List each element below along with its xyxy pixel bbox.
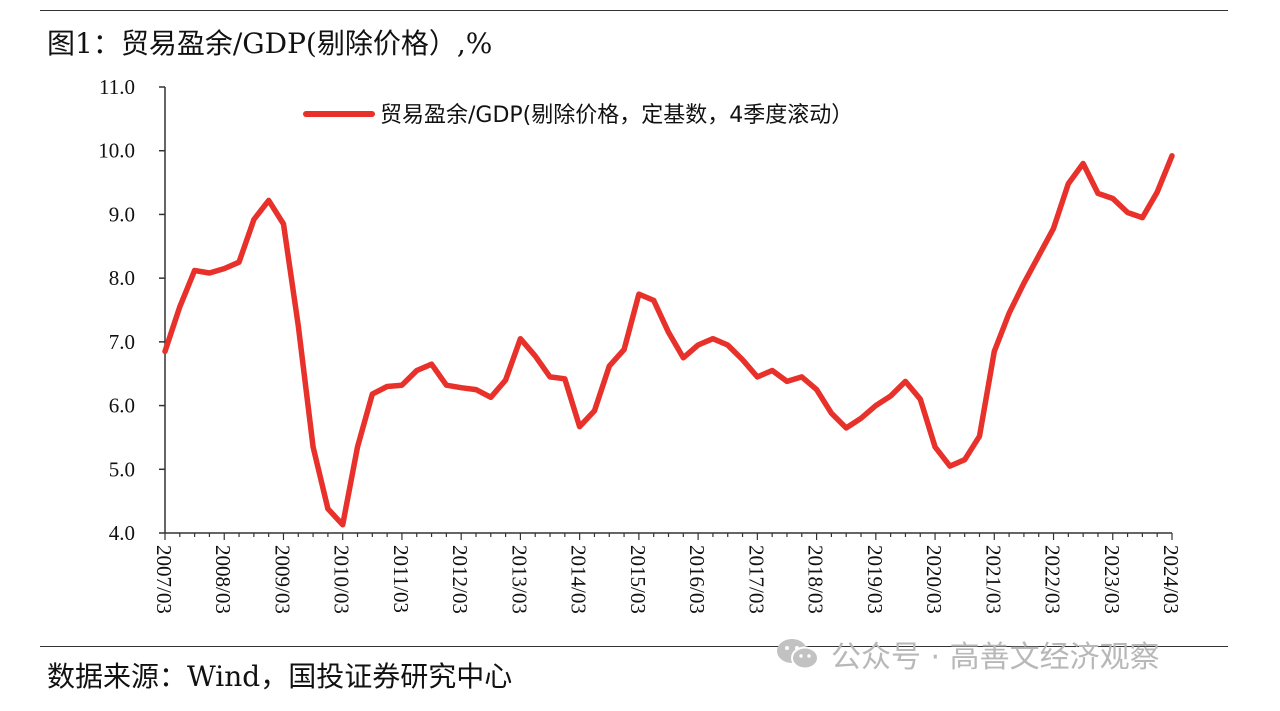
y-tick-label: 4.0	[109, 521, 135, 545]
x-tick-label: 2008/03	[211, 545, 235, 614]
x-tick-label: 2007/03	[152, 545, 176, 614]
x-axis: 2007/03 2008/03 2009/03 2010/03 2011/03 2012/…	[152, 532, 1183, 614]
x-tick-label: 2012/03	[448, 545, 472, 614]
wechat-icon	[777, 639, 819, 670]
x-tick-label: 2017/03	[744, 545, 768, 614]
bottom-rule	[40, 646, 1228, 647]
y-tick-label: 10.0	[98, 139, 135, 163]
x-tick-label: 2022/03	[1041, 545, 1065, 614]
x-tick-label: 2016/03	[685, 545, 709, 614]
y-tick-label: 5.0	[109, 457, 135, 481]
x-tick-label: 2020/03	[922, 545, 946, 614]
watermark-text: 公众号 · 高善文经济观察	[831, 640, 1160, 675]
x-tick-label: 2009/03	[270, 545, 294, 614]
page-title: 图1：贸易盈余/GDP(剔除价格）,%	[47, 27, 493, 60]
x-tick-label: 2024/03	[1159, 545, 1183, 614]
y-tick-label: 6.0	[109, 394, 135, 418]
x-tick-label: 2011/03	[389, 545, 413, 613]
x-tick-label: 2023/03	[1100, 545, 1124, 614]
series-group	[162, 153, 1175, 528]
y-tick-label: 9.0	[109, 202, 135, 226]
x-tick-label: 2010/03	[330, 545, 354, 614]
watermark: 公众号 · 高善文经济观察	[775, 632, 1160, 676]
y-tick-label: 7.0	[109, 330, 135, 354]
top-rule	[40, 10, 1228, 11]
footer-source: 数据来源：Wind，国投证券研究中心	[47, 660, 513, 693]
x-tick-label: 2013/03	[507, 545, 531, 614]
legend: 贸易盈余/GDP(剔除价格，定基数，4季度滚动）	[303, 103, 853, 128]
legend-label: 贸易盈余/GDP(剔除价格，定基数，4季度滚动）	[380, 103, 853, 128]
y-tick-label: 11.0	[99, 75, 135, 99]
series-line	[162, 153, 1175, 528]
x-tick-label: 2015/03	[626, 545, 650, 614]
y-tick-label: 8.0	[109, 266, 135, 290]
x-tick-label: 2018/03	[804, 545, 828, 614]
x-tick-label: 2021/03	[981, 545, 1005, 614]
y-axis: 4.0 5.0 6.0 7.0 8.0 9.0 10.0 11.0	[98, 75, 166, 545]
x-tick-label: 2019/03	[863, 545, 887, 614]
x-tick-label: 2014/03	[567, 545, 591, 614]
